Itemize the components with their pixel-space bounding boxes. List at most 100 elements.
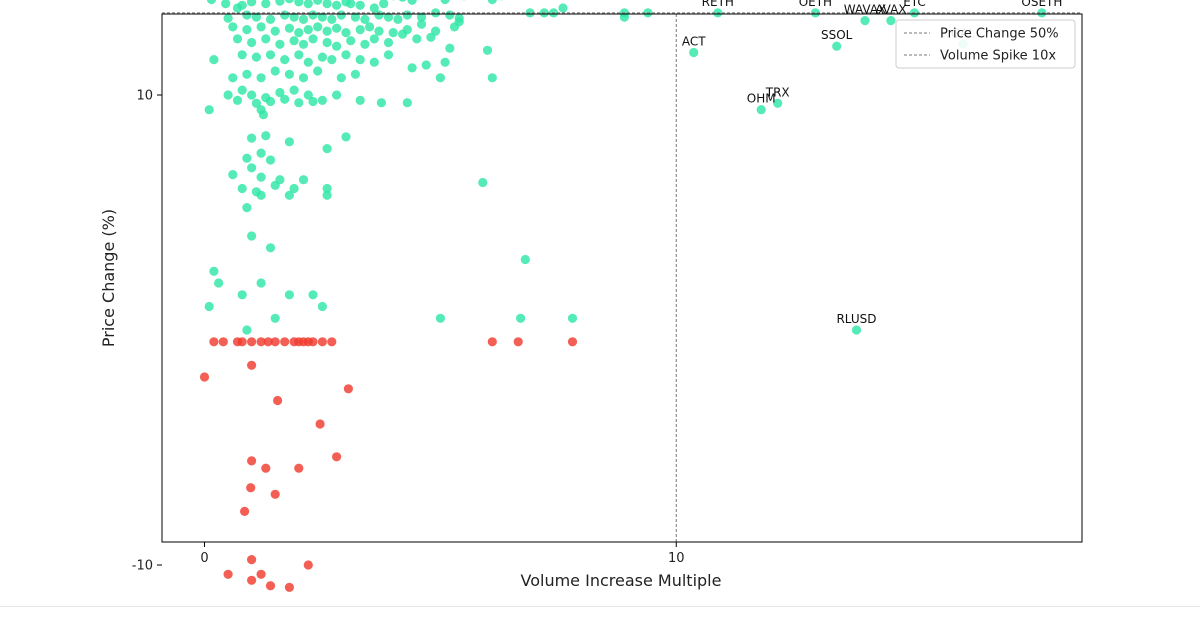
positive-point [308,96,318,107]
negative-point [246,483,256,493]
positive-point [487,0,497,5]
negative-point [247,337,257,347]
negative-point [247,555,257,565]
positive-point [407,63,417,73]
positive-point [327,14,337,24]
positive-point [360,14,370,24]
positive-point [242,203,252,213]
positive-point [294,50,304,60]
x-tick-label: 10 [668,551,685,566]
positive-point [237,85,247,95]
point-annotation: WAVAX [844,3,887,17]
positive-point [619,12,630,22]
positive-point [284,23,294,33]
point-annotation: RETH [702,0,734,9]
positive-point [407,0,417,5]
positive-point [247,231,257,241]
positive-point [317,12,327,22]
positive-point [251,52,261,62]
negative-point [265,581,276,591]
positive-point [445,10,455,20]
positive-point [379,0,389,9]
negative-point [303,560,313,570]
positive-point [440,0,450,5]
positive-point [421,60,431,70]
positive-point [322,0,332,9]
positive-point [251,12,261,22]
positive-point [280,94,290,104]
negative-point [513,337,523,347]
plot-frame [161,13,1083,543]
negative-point [280,337,290,347]
positive-point [416,12,427,22]
positive-point [388,27,398,38]
positive-point [402,10,412,20]
positive-point [332,0,342,10]
point-annotation: SSOL [821,28,853,42]
positive-point [355,25,365,35]
positive-point [256,190,266,200]
positive-point [247,90,257,100]
positive-point [258,110,268,120]
positive-point [1037,8,1047,18]
positive-point [284,137,294,147]
positive-point [270,180,280,190]
positive-point [435,73,445,83]
negative-point [327,337,337,347]
positive-point [346,36,356,46]
negative-point [256,337,266,347]
positive-point [247,163,257,173]
positive-point [303,90,313,100]
negative-point [247,360,257,370]
positive-point [261,0,271,9]
legend-entry: Volume Spike 10x [940,49,1056,64]
positive-point [280,10,290,20]
negative-point [308,337,318,347]
y-tick-label: 10 [136,89,153,104]
positive-point [284,290,294,300]
negative-point [567,337,578,347]
legend: Price Change 50% Volume Spike 10x [895,19,1076,69]
positive-point [232,34,243,44]
negative-point [209,337,219,347]
positive-point [209,55,219,65]
positive-point [206,0,217,5]
positive-point [261,34,271,44]
positive-point [810,8,821,18]
positive-point [256,278,266,288]
positive-point [374,26,384,36]
positive-point [322,183,332,194]
positive-point [232,95,243,105]
positive-point [242,10,252,20]
positive-point [376,98,386,108]
positive-point [482,45,493,55]
point-annotation: OETH [799,0,832,9]
positive-point [289,85,299,95]
positive-point [265,155,276,165]
positive-point [322,190,332,200]
positive-point [303,0,313,9]
positive-point [221,0,231,9]
positive-point [313,66,323,76]
positive-point [350,69,360,79]
positive-point [426,32,436,42]
positive-point [265,14,276,24]
positive-point [228,170,238,180]
positive-point [416,19,427,29]
positive-point [223,13,233,23]
positive-point [369,57,379,67]
positive-point [265,50,276,60]
negative-point [240,506,250,516]
negative-point [270,337,280,347]
positive-point [284,69,294,79]
positive-point [247,133,257,143]
negative-point [199,372,210,382]
positive-point [275,87,285,98]
page-divider [0,606,1200,607]
point-annotation: AVAX [875,3,906,17]
negative-point [256,569,266,579]
negative-point [247,456,257,466]
positive-point [289,12,299,22]
x-tick-label: 0 [200,551,208,566]
